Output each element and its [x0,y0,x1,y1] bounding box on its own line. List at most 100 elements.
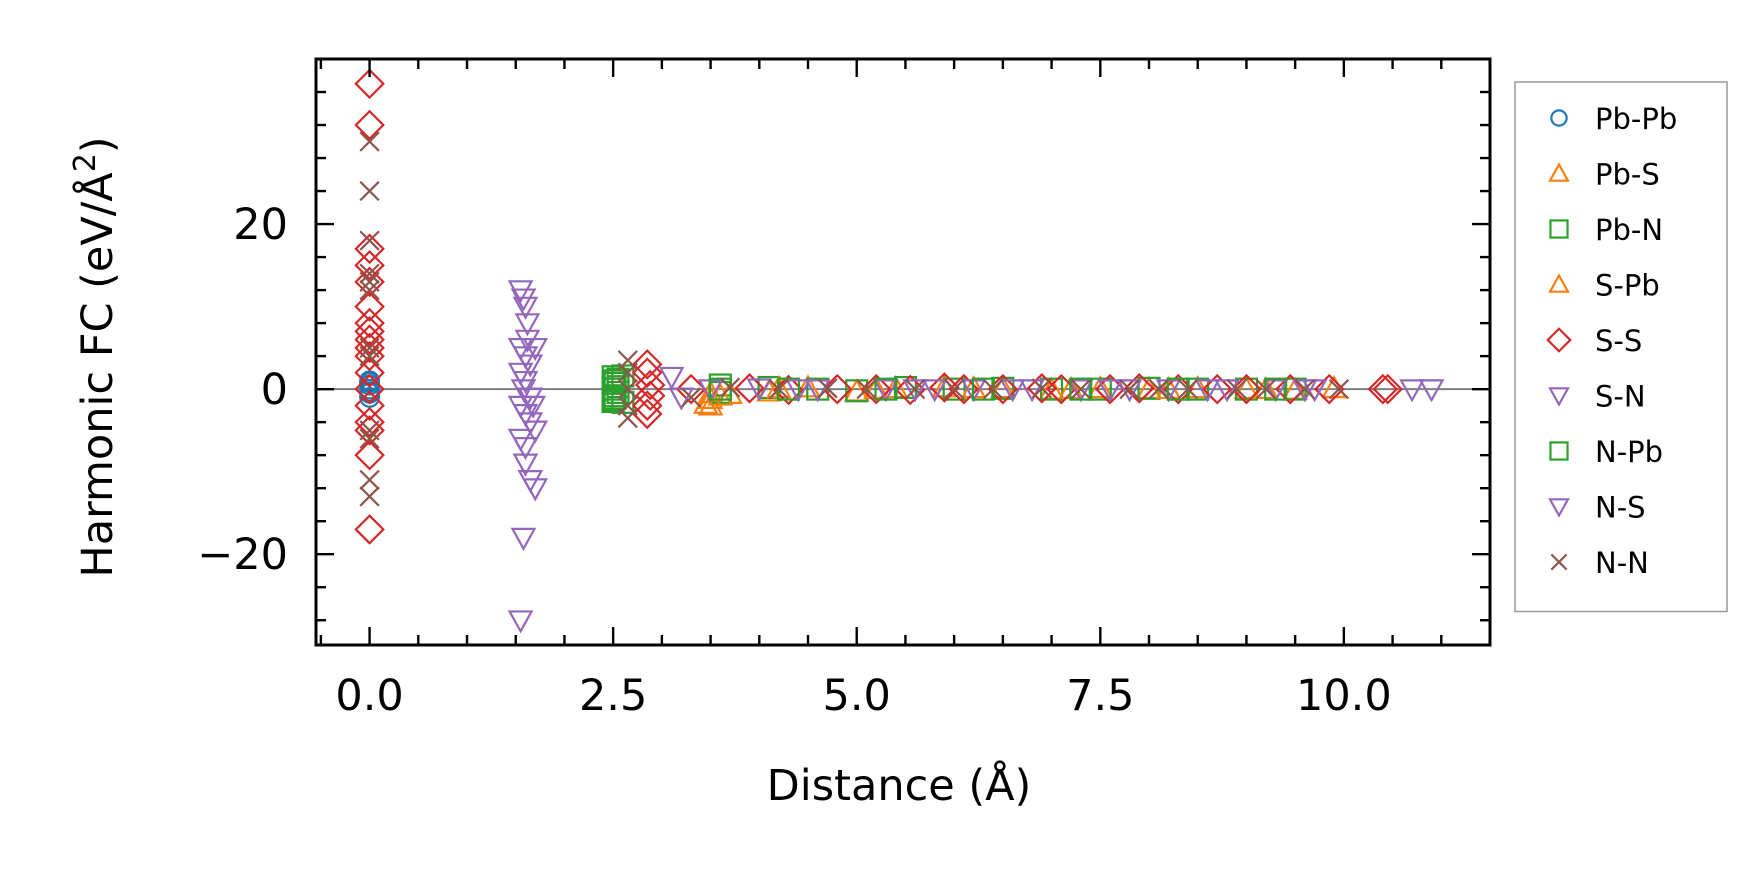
y-axis-label: Harmonic FC (eV/Å2) [68,136,124,577]
x-stroke [944,379,965,400]
data-point [873,379,899,403]
data-point [982,379,1004,400]
data-point [517,470,544,494]
x-stroke [1070,379,1091,400]
legend: Pb-Pb Pb-S Pb-N S-Pb S-S S-N N-Pb N-S N-N [1514,81,1728,613]
data-point [942,377,966,401]
x-stroke [359,428,380,449]
data-point [359,230,380,251]
data-point [354,233,385,265]
data-point [512,437,539,461]
x-stroke [1294,379,1316,400]
x-stroke [359,263,380,284]
data-point [354,324,385,355]
data-point [507,428,534,452]
data-point [359,131,380,152]
data-point [510,527,537,551]
data-point [631,390,663,421]
legend-marker [1550,553,1568,571]
data-point [634,369,666,401]
data-point [929,372,960,403]
data-point [354,266,385,298]
data-point [1201,373,1233,405]
data-point [359,263,380,284]
x-stroke [359,279,380,301]
x-stroke [768,379,789,400]
data-point [512,453,539,477]
legend-label: S-S [1595,324,1642,358]
data-point [634,380,666,412]
x-tick-label: 0.0 [335,671,403,721]
data-point [354,291,385,322]
x-stroke [359,345,380,367]
data-point [359,386,381,408]
legend-label: Pb-N [1595,213,1663,247]
data-point [1177,379,1199,400]
data-point [512,370,539,395]
x-stroke [1148,379,1169,400]
data-point [675,373,707,405]
data-point [354,332,385,364]
data-point [1292,379,1318,403]
data-point [359,345,380,367]
axes: 0.0 2.5 5.0 7.5 10.0 −20 0 20 [197,57,1492,721]
legend-label: S-N [1595,380,1646,414]
data-point [510,379,537,403]
data-point [902,379,929,403]
data-point [1031,378,1052,399]
data-point [785,379,812,403]
x-stroke [359,180,380,202]
data-point [1184,375,1211,399]
series-N-S [510,313,1425,461]
data-point [746,378,773,402]
data-point [860,373,892,405]
data-point [1372,373,1404,405]
data-point [507,280,534,304]
data-point [354,390,385,421]
legend-label: N-S [1595,491,1646,525]
data-point [359,486,380,507]
data-point [1148,379,1169,400]
data-point [804,379,831,403]
data-point [354,109,385,141]
legend-label: Pb-Pb [1595,102,1677,136]
data-point [512,296,539,320]
legend-frame [1514,81,1728,613]
y-tick-label: 20 [233,200,288,250]
data-point [522,478,549,502]
data-point [514,313,541,337]
x-stroke [1328,379,1350,400]
x-stroke [1255,379,1277,400]
x-stroke [359,131,380,152]
legend-marker [1546,327,1572,353]
legend-label: N-N [1595,546,1649,580]
x-stroke [617,362,638,383]
data-point [1162,373,1194,405]
x-stroke [359,230,380,251]
data-point [1070,379,1091,400]
data-point [1194,379,1221,403]
x-stroke [1031,378,1052,399]
data-point [1418,379,1445,403]
data-point [354,68,385,100]
legend-marker [1549,219,1569,239]
x-stroke [1550,553,1568,571]
x-axis-label: Distance (Å) [767,760,1032,811]
data-point [354,340,385,372]
data-point [354,514,385,545]
data-point [1019,379,1045,403]
data-point [1294,379,1316,400]
legend-marker [1550,109,1568,127]
data-point [510,288,537,312]
data-point [1367,373,1399,405]
data-point [354,373,385,405]
legend-marker [1549,441,1569,461]
data-point [617,379,638,400]
data-point [603,386,627,410]
data-point [359,420,380,441]
data-point [1116,379,1143,403]
data-point [1088,377,1112,401]
data-point [354,439,385,471]
data-point [1328,379,1350,400]
